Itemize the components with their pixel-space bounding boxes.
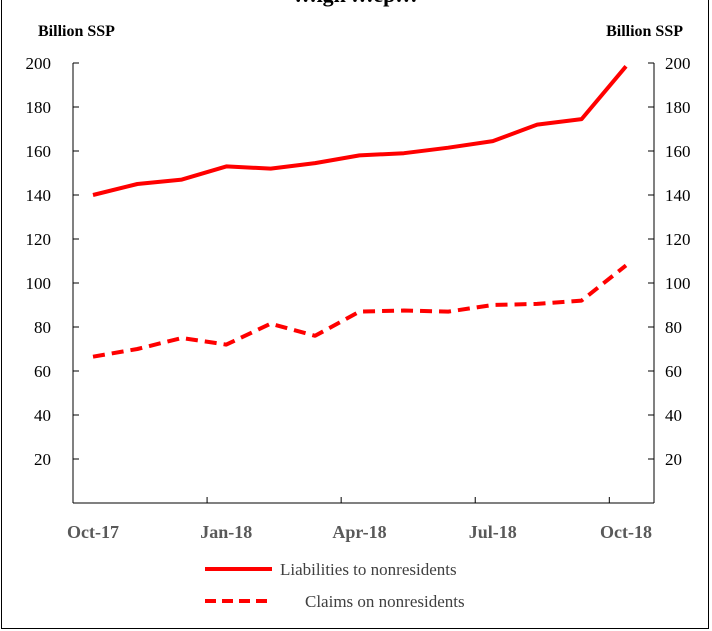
y-tick-label-right: 100 [665, 274, 691, 293]
y-tick-label-right: 40 [665, 406, 682, 425]
y-tick-label-left: 20 [34, 450, 51, 469]
legend-label-0: Liabilities to nonresidents [280, 560, 457, 579]
series-layer [92, 65, 628, 359]
y-tick-label-left: 140 [26, 186, 52, 205]
y-tick-label-right: 20 [665, 450, 682, 469]
y-tick-label-left: 80 [34, 318, 51, 337]
y-tick-label-right: 200 [665, 54, 691, 73]
y-tick-label-right: 60 [665, 362, 682, 381]
y-tick-label-left: 120 [26, 230, 52, 249]
y-tick-label-left: 200 [26, 54, 52, 73]
series-line-0 [92, 65, 628, 197]
series-line-1 [92, 263, 628, 359]
chart-title: …ign …ep… [0, 0, 712, 8]
legend: Liabilities to nonresidents Claims on non… [205, 560, 465, 611]
y-tick-label-left: 40 [34, 406, 51, 425]
y-tick-label-left: 100 [26, 274, 52, 293]
x-tick-label: Jul-18 [469, 522, 517, 542]
x-tick-label: Oct-17 [67, 522, 119, 542]
x-tick-label: Oct-18 [600, 522, 652, 542]
y-axis-label-left: Billion SSP [38, 23, 115, 40]
y-tick-label-left: 60 [34, 362, 51, 381]
y-tick-label-right: 80 [665, 318, 682, 337]
y-tick-label-right: 180 [665, 98, 691, 117]
y-tick-label-right: 140 [665, 186, 691, 205]
y-tick-label-left: 160 [26, 142, 52, 161]
x-tick-label: Jan-18 [200, 522, 252, 542]
legend-label-1: Claims on nonresidents [305, 592, 465, 611]
y-tick-label-right: 120 [665, 230, 691, 249]
y-axis-label-right: Billion SSP [606, 23, 683, 40]
y-tick-label-right: 160 [665, 142, 691, 161]
x-tick-label: Apr-18 [332, 522, 386, 542]
y-tick-label-left: 180 [26, 98, 52, 117]
axes: 20 20 40 40 60 60 80 80 100 100 120 120 140 140 160 160… [26, 54, 691, 542]
